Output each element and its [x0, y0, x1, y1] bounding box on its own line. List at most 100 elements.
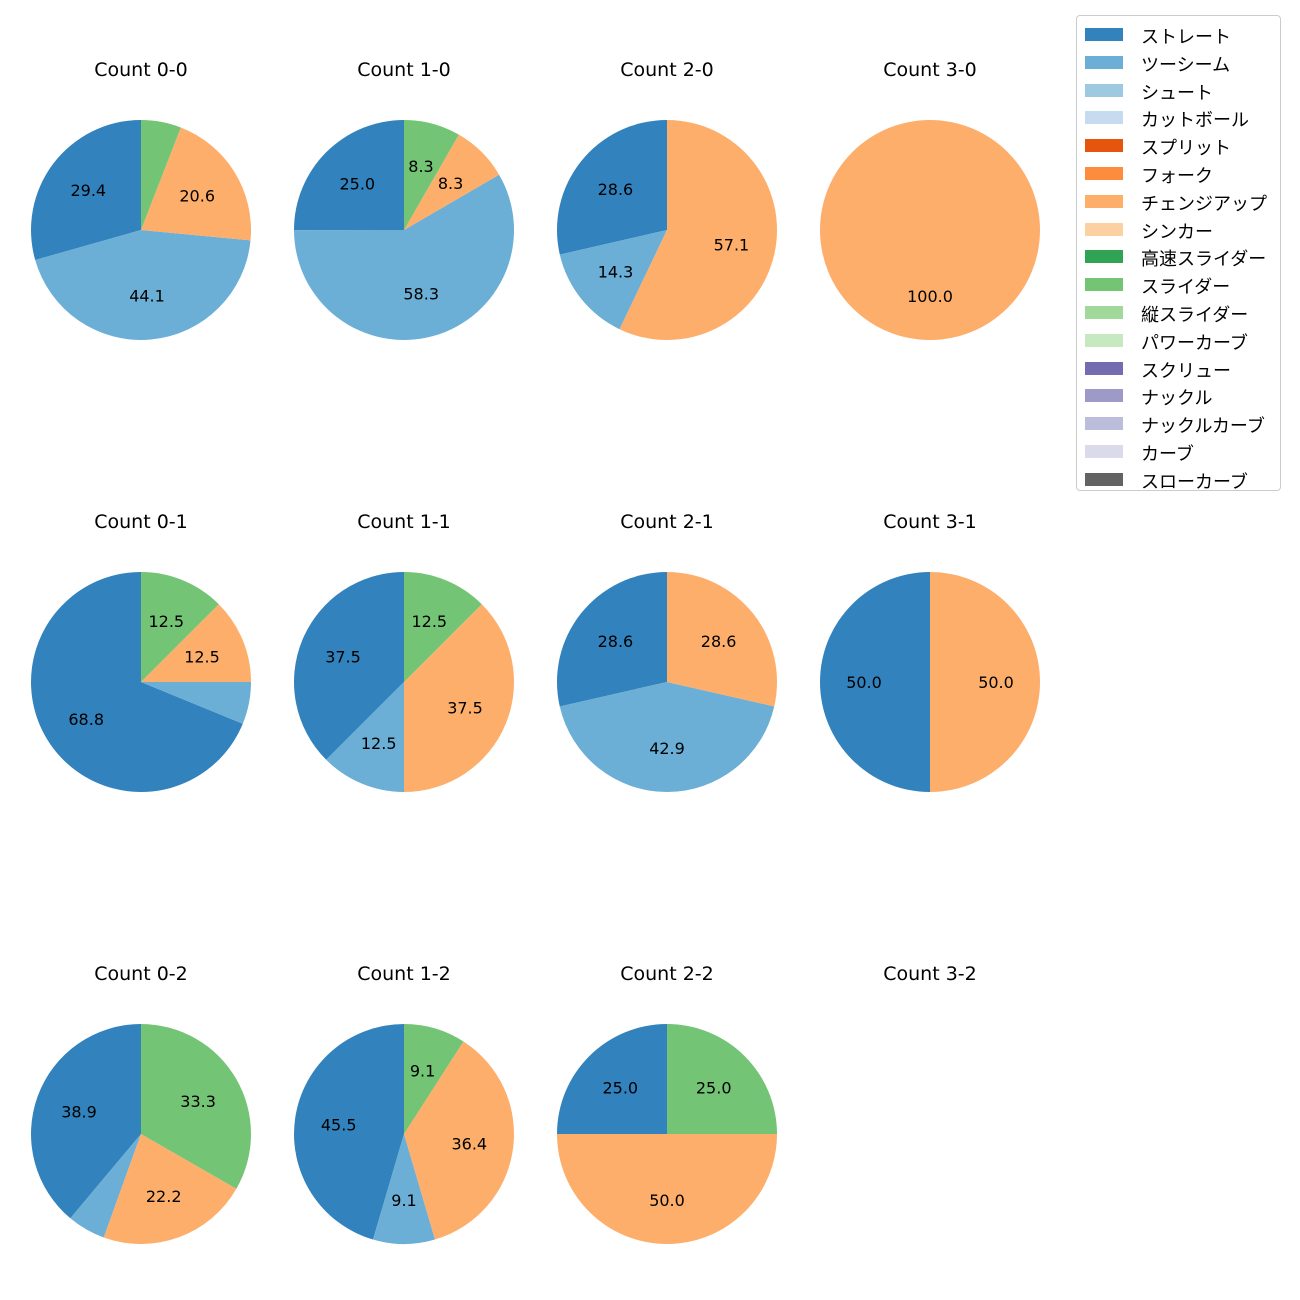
legend-item: シンカー: [1077, 215, 1280, 243]
legend-swatch: [1085, 472, 1123, 486]
pie-slice: [404, 119, 459, 230]
pie-slice-label: 38.9: [61, 1102, 97, 1121]
legend-swatch: [1085, 83, 1123, 97]
pie-slice: [619, 120, 778, 340]
pie-chart: Count 1-0 25.0 58.3 8.3 8.3: [293, 59, 514, 340]
pie-slice: [103, 1134, 237, 1245]
pie-slice-label: 9.1: [410, 1062, 435, 1081]
pie-slice-label: 100.0: [907, 287, 953, 306]
pie-slice-label: 37.5: [447, 698, 483, 717]
legend-swatch: [1085, 361, 1123, 375]
pie-slice: [70, 1134, 141, 1238]
legend-swatch: [1085, 55, 1123, 69]
pie-title: Count 3-1: [883, 511, 977, 533]
pie-slice: [294, 1024, 404, 1240]
legend-item: カーブ: [1077, 437, 1280, 465]
pie-slice-label: 25.0: [339, 174, 375, 193]
pie-slice: [559, 682, 775, 792]
pie-chart: Count 0-0 29.4 44.1 20.6: [31, 59, 251, 340]
pie-slice-label: 50.0: [649, 1191, 685, 1210]
pie-slice: [559, 230, 667, 330]
pie-slice-label: 50.0: [978, 673, 1014, 692]
pie-slice: [557, 1134, 777, 1244]
pie-slice: [404, 134, 500, 230]
pie-slice-label: 28.6: [598, 180, 634, 199]
pie-slice-label: 36.4: [451, 1134, 487, 1153]
pie-slice: [31, 572, 243, 792]
pie-slice: [404, 604, 514, 792]
legend-item: スライダー: [1077, 270, 1280, 298]
pie-slice: [667, 572, 777, 707]
pie-slice: [141, 682, 252, 724]
pie-slice: [141, 120, 181, 230]
legend-label: 高速スライダー: [1141, 249, 1267, 271]
pie-slice: [31, 1024, 141, 1219]
pie-chart: Count 3-2: [883, 963, 977, 985]
pie-slice: [293, 120, 404, 231]
pie-slice: [373, 1134, 435, 1244]
pie-slice: [326, 682, 404, 792]
pie-chart: Count 3-1 50.0 50.0: [820, 511, 1040, 792]
pie-slice: [820, 120, 1040, 340]
pie-slice-label: 28.6: [701, 632, 737, 651]
legend-item: スプリット: [1077, 131, 1280, 159]
legend-swatch: [1085, 250, 1123, 264]
legend-label: ナックルカーブ: [1141, 416, 1265, 438]
pie-slice-label: 25.0: [602, 1078, 638, 1097]
pie-slice: [557, 572, 667, 707]
pie-slice-label: 9.1: [391, 1191, 416, 1210]
pie-slice-label: 58.3: [403, 285, 439, 304]
legend-label: チェンジアップ: [1141, 193, 1267, 215]
pie-slice: [141, 572, 219, 682]
pie-slice: [35, 230, 251, 340]
pie-slice: [404, 1024, 464, 1134]
pie-title: Count 2-0: [620, 59, 714, 81]
pie-chart: Count 1-2 45.5 9.1 36.4 9.1: [294, 963, 514, 1244]
legend-swatch: [1085, 139, 1123, 153]
legend-label: フォーク: [1141, 165, 1213, 187]
legend-swatch: [1085, 278, 1123, 292]
pie-slice: [31, 120, 142, 261]
legend-label: ツーシーム: [1141, 54, 1231, 76]
legend-label: シンカー: [1141, 221, 1213, 243]
legend-item: ナックル: [1077, 381, 1280, 409]
pie-title: Count 2-1: [620, 511, 714, 533]
pie-chart: Count 1-1 37.5 12.5 37.5 12.5: [294, 511, 514, 792]
legend-label: ストレート: [1141, 27, 1231, 48]
legend-item: スローカーブ: [1077, 465, 1280, 493]
legend-label: スプリット: [1141, 138, 1231, 160]
pie-slice-label: 37.5: [325, 648, 361, 667]
legend-item: スクリュー: [1077, 354, 1280, 382]
pie-slice-label: 45.5: [321, 1116, 357, 1135]
pie-chart: Count 2-0 28.6 14.3 57.1: [556, 59, 778, 340]
pie-slice: [820, 572, 930, 792]
legend-swatch: [1085, 444, 1123, 458]
pie-slice: [141, 1024, 252, 1189]
pie-slice-label: 12.5: [184, 648, 220, 667]
pie-slice-label: 57.1: [714, 236, 750, 255]
legend-item: チェンジアップ: [1077, 187, 1280, 215]
pie-title: Count 1-2: [357, 963, 451, 985]
legend-label: スライダー: [1141, 277, 1231, 299]
pie-slice: [141, 604, 251, 682]
pie-slice: [557, 1024, 667, 1134]
pie-title: Count 1-1: [357, 511, 451, 533]
pie-slice-label: 22.2: [146, 1187, 182, 1206]
legend-swatch: [1085, 166, 1123, 180]
pie-slice-label: 68.8: [68, 710, 104, 729]
legend-item: ストレート: [1077, 20, 1280, 48]
pie-chart: Count 0-2 38.9 22.2 33.3: [31, 963, 252, 1245]
pie-slice-label: 44.1: [129, 287, 165, 306]
pie-slice: [141, 127, 251, 241]
legend-swatch: [1085, 305, 1123, 319]
pie-title: Count 3-0: [883, 59, 977, 81]
pie-slice-label: 14.3: [598, 262, 634, 281]
legend-swatch: [1085, 28, 1123, 41]
pie-chart: Count 2-1 28.6 42.9 28.6: [557, 511, 777, 792]
pie-title: Count 0-2: [94, 963, 188, 985]
legend-swatch: [1085, 417, 1123, 431]
legend-label: スローカーブ: [1141, 471, 1248, 493]
pie-slice-label: 8.3: [438, 174, 463, 193]
legend-swatch: [1085, 389, 1123, 403]
